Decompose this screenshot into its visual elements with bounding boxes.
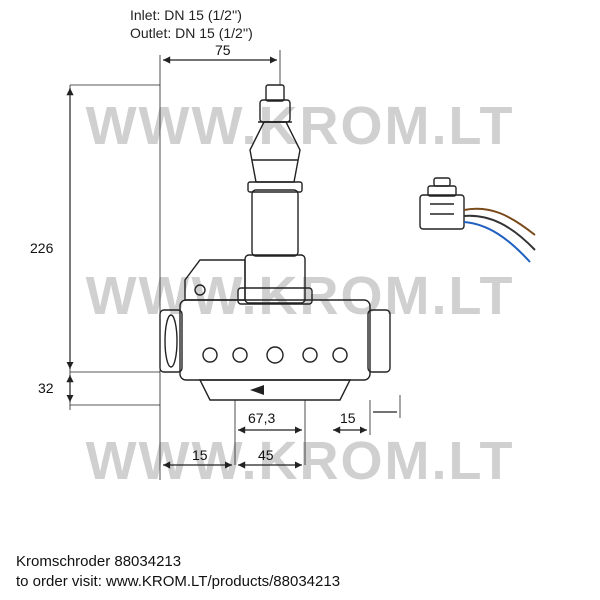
order-prefix: to order visit:: [16, 573, 102, 590]
valve-body: [160, 85, 390, 400]
dim-226: 226: [30, 240, 53, 256]
dim-45: 45: [258, 447, 274, 463]
dim-15a: 15: [340, 410, 356, 426]
connector-plug: [420, 178, 535, 262]
part-number: 88034213: [114, 553, 181, 570]
dim-67-3: 67,3: [248, 410, 275, 426]
dim-32: 32: [38, 380, 54, 396]
technical-drawing: [0, 0, 600, 600]
dim-15b: 15: [192, 447, 208, 463]
footer: Kromschroder 88034213 to order visit: ww…: [16, 552, 340, 592]
dim-75: 75: [215, 42, 231, 58]
order-url: www.KROM.LT/products/88034213: [106, 573, 340, 590]
brand-name: Kromschroder: [16, 553, 110, 570]
